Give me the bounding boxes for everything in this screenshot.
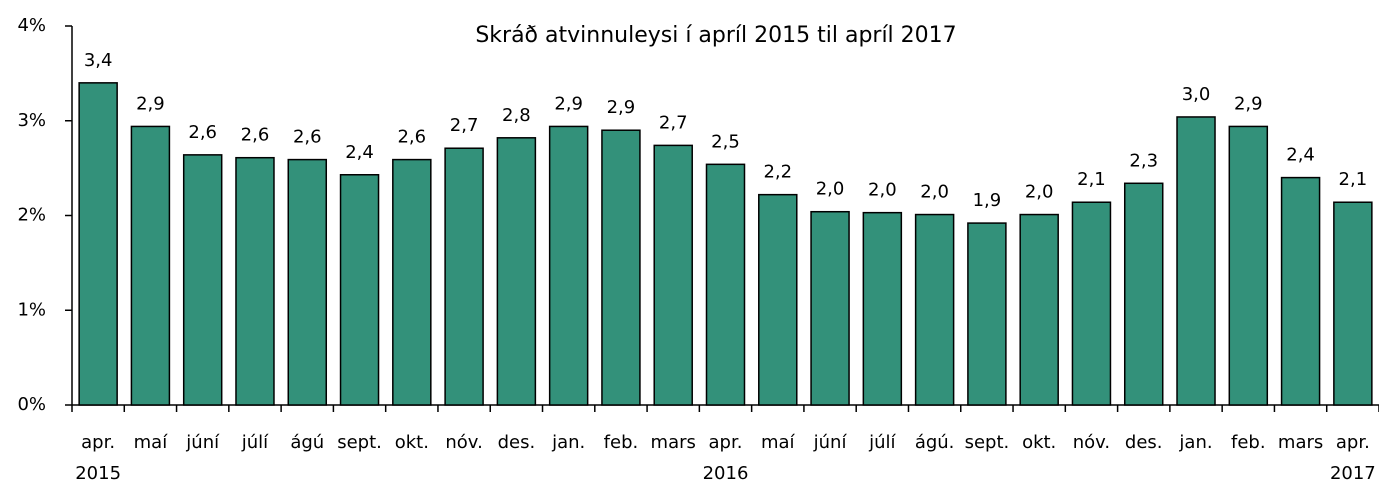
y-tick-label: 1% xyxy=(17,299,46,320)
data-label: 2,0 xyxy=(1025,182,1054,203)
data-label: 2,3 xyxy=(1129,150,1158,171)
x-tick-label: mars xyxy=(651,432,696,453)
y-tick-label: 3% xyxy=(17,110,46,131)
bar xyxy=(1333,201,1373,406)
data-label: 3,4 xyxy=(84,50,113,71)
x-tick-label: apr. xyxy=(709,432,743,453)
bar xyxy=(758,193,798,406)
x-tick-label: des. xyxy=(498,432,536,453)
chart-title: Skráð atvinnuleysi í apríl 2015 til aprí… xyxy=(475,23,956,48)
data-label: 2,0 xyxy=(868,180,897,201)
x-tick-label: jan. xyxy=(1178,432,1212,453)
data-label: 2,9 xyxy=(607,97,636,118)
bar xyxy=(705,163,746,406)
bar xyxy=(653,144,693,406)
x-tick-label: jan. xyxy=(551,432,585,453)
x-tick-label: okt. xyxy=(395,432,429,453)
bar xyxy=(1176,116,1216,406)
x-tick-label: ágú xyxy=(290,432,324,453)
x-tick-label: des. xyxy=(1125,432,1163,453)
x-tick-label: júní xyxy=(813,432,848,453)
y-tick-label: 0% xyxy=(17,394,46,415)
bar xyxy=(339,174,380,406)
bar xyxy=(182,154,223,406)
x-tick-label: júní xyxy=(185,432,220,453)
data-label: 2,9 xyxy=(136,93,165,114)
bar xyxy=(130,125,171,406)
bar xyxy=(1123,182,1164,406)
x-tick-label: sept. xyxy=(337,432,382,453)
x-tick-label: nóv. xyxy=(1073,432,1110,453)
data-label: 2,9 xyxy=(554,93,583,114)
bar xyxy=(78,82,118,406)
bar xyxy=(810,210,850,406)
bar xyxy=(1071,201,1112,406)
bar xyxy=(1228,125,1269,406)
x-tick-label: sept. xyxy=(965,432,1010,453)
x-tick-label: okt. xyxy=(1022,432,1056,453)
x-year-label: 2017 xyxy=(1330,463,1376,483)
bar xyxy=(548,125,589,406)
x-tick-label: nóv. xyxy=(445,432,482,453)
data-label: 3,0 xyxy=(1182,84,1211,105)
data-label: 2,0 xyxy=(920,182,949,203)
bar xyxy=(967,222,1007,406)
bar xyxy=(496,137,537,406)
y-tick-label: 2% xyxy=(17,205,46,226)
y-tick-label: 4% xyxy=(17,15,46,36)
x-tick-label: maí xyxy=(761,432,796,453)
x-tick-label: apr. xyxy=(81,432,115,453)
data-label: 2,6 xyxy=(293,127,322,148)
x-tick-label: ágú. xyxy=(915,432,955,453)
bar xyxy=(392,158,432,406)
data-label: 2,7 xyxy=(659,112,688,133)
data-label: 2,1 xyxy=(1077,169,1106,190)
data-label: 2,6 xyxy=(397,127,426,148)
data-label: 2,1 xyxy=(1339,169,1368,190)
data-label: 2,6 xyxy=(188,122,217,143)
x-year-label: 2015 xyxy=(75,463,121,483)
x-tick-label: apr. xyxy=(1336,432,1370,453)
x-tick-label: mars xyxy=(1278,432,1323,453)
data-label: 2,7 xyxy=(450,115,479,136)
bar xyxy=(444,147,484,406)
data-label: 2,5 xyxy=(711,131,740,152)
x-tick-label: júlí xyxy=(241,432,269,453)
data-label: 2,9 xyxy=(1234,93,1263,114)
x-year-label: 2016 xyxy=(703,463,749,483)
x-tick-label: maí xyxy=(134,432,169,453)
data-label: 2,8 xyxy=(502,105,531,126)
x-tick-label: feb. xyxy=(1231,432,1266,453)
data-label: 2,4 xyxy=(1286,145,1315,166)
bar xyxy=(601,129,641,406)
data-label: 1,9 xyxy=(973,190,1002,211)
bar xyxy=(1280,176,1321,406)
data-label: 2,6 xyxy=(241,125,270,146)
bar xyxy=(914,213,955,406)
x-tick-label: feb. xyxy=(604,432,639,453)
data-label: 2,2 xyxy=(763,162,792,183)
bar xyxy=(1019,213,1059,406)
data-label: 2,4 xyxy=(345,142,374,163)
bar xyxy=(235,156,275,406)
data-label: 2,0 xyxy=(816,179,845,200)
bar xyxy=(862,211,903,406)
x-tick-label: júlí xyxy=(868,432,896,453)
bar xyxy=(287,158,328,406)
